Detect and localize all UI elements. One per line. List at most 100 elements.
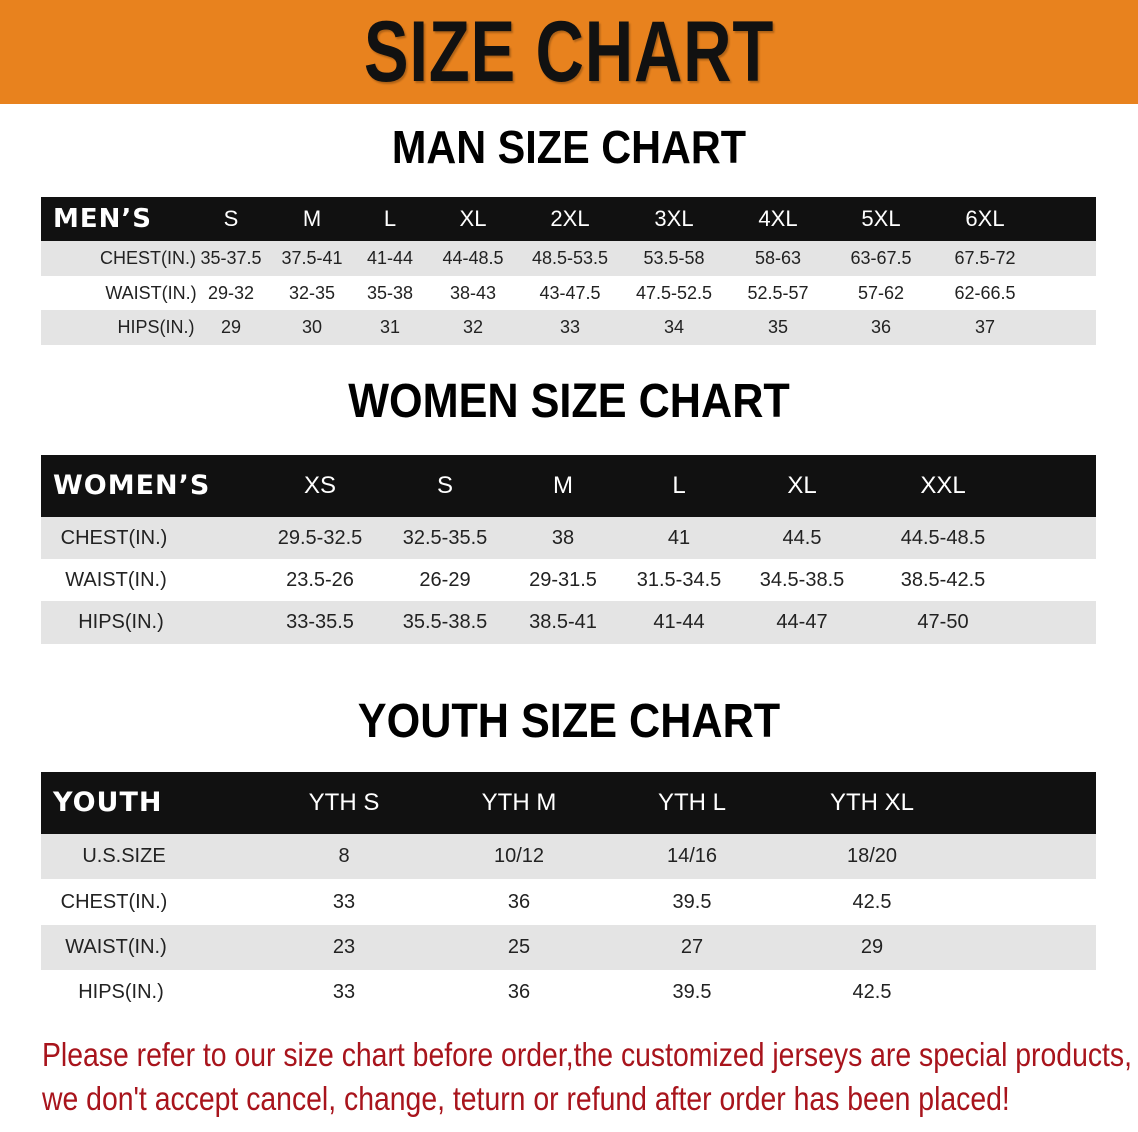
table-cell: 30 — [301, 317, 323, 337]
table-cell: 47-50 — [917, 611, 969, 633]
table-cell: 44.5-48.5 — [900, 527, 986, 549]
table-cell: 29 — [860, 936, 884, 958]
size-column-header: 6XL — [965, 206, 1005, 231]
table-cell: 36 — [870, 317, 892, 337]
table-cell: 41-44 — [653, 611, 705, 633]
table-cell: 33 — [559, 317, 581, 337]
table-cell: 18/20 — [846, 845, 898, 867]
row-label: WAIST(IN.) — [65, 569, 167, 591]
size-column-header: 5XL — [861, 206, 901, 231]
table-header-label: WOMEN’S — [53, 470, 211, 501]
table-cell: 57-62 — [857, 283, 905, 303]
section-title: MAN SIZE CHART — [391, 121, 747, 173]
table-cell: 32-35 — [288, 283, 336, 303]
table-cell: 31.5-34.5 — [636, 569, 722, 591]
table-header-row: YOUTH YTH S YTH M YTH L YTH XL — [41, 772, 1096, 834]
table-cell: 32 — [462, 317, 484, 337]
row-label: CHEST(IN.) — [60, 891, 168, 913]
table-cell: 14/16 — [666, 845, 718, 867]
table-cell: 37 — [974, 317, 996, 337]
size-column-header: M — [553, 472, 573, 499]
table-cell: 29 — [220, 317, 242, 337]
table-cell: 37.5-41 — [281, 248, 343, 268]
table-cell: 33-35.5 — [286, 611, 354, 633]
table-cell: 63-67.5 — [850, 248, 912, 268]
table-cell: 34.5-38.5 — [759, 569, 845, 591]
table-cell: 32.5-35.5 — [402, 527, 488, 549]
table-cell: 67.5-72 — [954, 248, 1016, 268]
row-label: HIPS(IN.) — [78, 981, 164, 1003]
table-cell: 35.5-38.5 — [402, 611, 488, 633]
table-cell: 33 — [332, 981, 356, 1003]
size-column-header: XS — [303, 472, 337, 499]
table-cell: 42.5 — [852, 891, 892, 913]
table-cell: 44.5 — [782, 527, 822, 549]
table-header-row: WOMEN’S XS S M L XL XXL — [41, 455, 1096, 517]
table-cell: 43-47.5 — [539, 283, 601, 303]
size-column-header: YTH L — [657, 789, 727, 816]
table-cell: 52.5-57 — [747, 283, 809, 303]
table-cell: 10/12 — [493, 845, 545, 867]
row-label: HIPS(IN.) — [78, 611, 164, 633]
table-cell: 31 — [379, 317, 401, 337]
size-column-header: 4XL — [758, 206, 798, 231]
table-cell: 48.5-53.5 — [531, 248, 609, 268]
size-column-header: L — [383, 206, 397, 231]
row-label: WAIST(IN.) — [105, 283, 197, 303]
table-cell: 29-31.5 — [529, 569, 597, 591]
table-cell: 62-66.5 — [954, 283, 1016, 303]
table-row: HIPS(IN.) 29 30 31 32 33 34 35 36 37 — [41, 310, 1096, 345]
table-row: WAIST(IN.) 23.5-26 26-29 29-31.5 31.5-34.5 34… — [41, 559, 1096, 601]
size-column-header: YTH XL — [829, 789, 915, 816]
size-column-header: YTH M — [481, 789, 557, 816]
table-cell: 38-43 — [449, 283, 497, 303]
table-cell: 27 — [680, 936, 704, 958]
size-column-header: XXL — [920, 472, 966, 499]
table-cell: 39.5 — [672, 891, 712, 913]
table-row: HIPS(IN.) 33-35.5 35.5-38.5 38.5-41 41-44 44-… — [41, 601, 1096, 644]
size-column-header: S — [223, 206, 239, 231]
table-cell: 25 — [507, 936, 531, 958]
table-cell: 35-38 — [366, 283, 414, 303]
table-cell: 38 — [551, 527, 575, 549]
size-column-header: M — [302, 206, 322, 231]
table-header-row: MEN’S S M L XL 2XL 3XL 4XL 5XL 6XL — [41, 197, 1096, 241]
notice-line-2: we don't accept cancel, change, teturn o… — [42, 1080, 1010, 1117]
table-cell: 8 — [338, 845, 350, 867]
table-cell: 35-37.5 — [200, 248, 262, 268]
row-label: HIPS(IN.) — [117, 317, 195, 337]
table-cell: 38.5-41 — [529, 611, 597, 633]
size-column-header: 2XL — [550, 206, 590, 231]
size-column-header: YTH S — [308, 789, 380, 816]
table-row: WAIST(IN.) 23 25 27 29 — [41, 925, 1096, 970]
row-label: CHEST(IN.) — [100, 248, 196, 268]
table-cell: 39.5 — [672, 981, 712, 1003]
table-cell: 36 — [507, 891, 531, 913]
table-cell: 23.5-26 — [286, 569, 354, 591]
table-header-label: YOUTH — [53, 787, 163, 818]
table-cell: 58-63 — [754, 248, 802, 268]
size-column-header: 3XL — [654, 206, 694, 231]
table-cell: 23 — [332, 936, 356, 958]
table-cell: 47.5-52.5 — [635, 283, 713, 303]
row-label: CHEST(IN.) — [60, 527, 168, 549]
row-label: WAIST(IN.) — [65, 936, 167, 958]
table-cell: 41-44 — [366, 248, 414, 268]
table-cell: 36 — [507, 981, 531, 1003]
table-cell: 29-32 — [207, 283, 255, 303]
table-cell: 26-29 — [419, 569, 471, 591]
table-row: CHEST(IN.) 35-37.5 37.5-41 41-44 44-48.5 48.5… — [41, 241, 1096, 276]
row-label: U.S.SIZE — [82, 845, 166, 867]
table-cell: 35 — [767, 317, 789, 337]
table-cell: 41 — [667, 527, 691, 549]
size-column-header: XL — [459, 206, 487, 231]
banner-title: SIZE CHART — [363, 4, 775, 100]
table-cell: 29.5-32.5 — [277, 527, 363, 549]
size-column-header: L — [672, 472, 686, 499]
table-cell: 42.5 — [852, 981, 892, 1003]
size-column-header: XL — [787, 472, 817, 499]
table-cell: 44-47 — [776, 611, 828, 633]
section-title: WOMEN SIZE CHART — [348, 375, 790, 428]
banner: SIZE CHART — [0, 0, 1138, 104]
table-cell: 38.5-42.5 — [900, 569, 986, 591]
